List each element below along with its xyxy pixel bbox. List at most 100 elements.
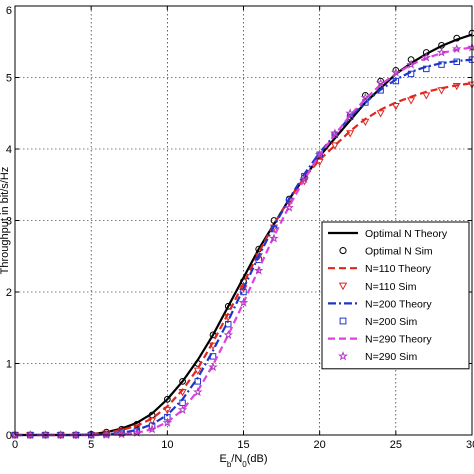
marker-star xyxy=(25,429,35,440)
legend-item: N=110 Theory xyxy=(328,263,432,275)
x-tick-label: 25 xyxy=(390,439,402,451)
x-axis-label-sub1: b xyxy=(227,460,232,469)
marker-star xyxy=(132,427,142,437)
marker-triangle xyxy=(254,253,263,261)
marker-star xyxy=(177,404,188,415)
marker-triangle xyxy=(148,417,157,425)
marker-star xyxy=(193,387,203,397)
marker-star xyxy=(162,417,173,427)
marker-star xyxy=(345,108,355,118)
marker-star xyxy=(284,202,294,212)
x-axis-label: Eb/N0(dB) xyxy=(219,453,267,469)
marker-triangle xyxy=(452,83,461,91)
marker-star xyxy=(208,362,218,372)
marker-star xyxy=(375,78,386,88)
series-line xyxy=(15,82,473,437)
marker-star xyxy=(338,350,348,361)
marker-star xyxy=(360,92,371,102)
marker-square xyxy=(423,65,430,73)
series-4 xyxy=(15,58,473,437)
marker-triangle xyxy=(315,158,324,167)
series-0 xyxy=(15,33,473,437)
x-axis-label-main: E xyxy=(219,453,226,465)
marker-triangle xyxy=(330,142,339,150)
marker-square xyxy=(225,320,232,328)
marker-star xyxy=(406,59,416,69)
marker-triangle xyxy=(178,389,187,397)
marker-star xyxy=(86,429,96,440)
marker-star xyxy=(269,233,279,243)
marker-star xyxy=(314,149,325,159)
marker-triangle xyxy=(391,103,400,111)
marker-triangle xyxy=(467,81,474,89)
series-line xyxy=(15,33,473,437)
legend-label: N=110 Sim xyxy=(365,281,417,293)
marker-square xyxy=(179,399,186,407)
x-tick-label: 10 xyxy=(161,439,173,451)
legend: Optimal N Theory Optimal N Sim N=110 Theor… xyxy=(321,221,470,370)
y-tick-label: 4 xyxy=(6,144,12,156)
legend-label: N=290 Sim xyxy=(365,351,417,363)
y-tick-label: 3 xyxy=(6,216,12,228)
legend-item: N=290 Sim xyxy=(338,350,417,363)
y-tick-label: 5 xyxy=(6,73,12,85)
marker-star xyxy=(55,430,66,440)
series-line xyxy=(15,58,473,437)
marker-triangle xyxy=(407,97,416,105)
marker-star xyxy=(421,52,432,62)
marker-triangle xyxy=(361,118,370,127)
marker-square xyxy=(453,58,460,65)
y-axis-label: Throughput in bit/s/Hz xyxy=(0,167,11,275)
legend-label: N=200 Theory xyxy=(365,298,432,310)
marker-star xyxy=(223,329,234,339)
marker-triangle xyxy=(338,282,348,291)
marker-square xyxy=(438,61,445,68)
marker-circle xyxy=(339,247,347,255)
marker-triangle xyxy=(193,367,202,375)
legend-label: Optimal N Theory xyxy=(365,228,448,240)
marker-square xyxy=(209,353,217,360)
x-tick-label: 5 xyxy=(88,439,94,451)
x-axis-label-sub2: 0 xyxy=(242,460,247,469)
legend-item: N=290 Theory xyxy=(328,334,432,346)
marker-star xyxy=(452,43,462,53)
marker-star xyxy=(238,297,249,307)
x-axis-label-tail: (dB) xyxy=(247,453,268,465)
marker-square xyxy=(331,131,339,138)
marker-square xyxy=(407,70,415,78)
x-tick-label: 20 xyxy=(314,439,326,451)
legend-item: Optimal N Sim xyxy=(339,246,433,258)
marker-star xyxy=(391,67,401,77)
x-axis-label-mid: /N xyxy=(231,453,242,465)
legend-item: N=200 Theory xyxy=(328,298,432,310)
legend-label: N=290 Theory xyxy=(365,334,432,346)
legend-item: Optimal N Theory xyxy=(328,228,448,240)
marker-circle xyxy=(377,77,384,85)
legend-label: N=110 Theory xyxy=(365,263,432,275)
legend-item: N=110 Sim xyxy=(338,281,417,293)
marker-square xyxy=(194,378,202,385)
marker-star xyxy=(40,429,51,440)
ticks: 0 5 10 15 20 25 30 0 1 2 3 4 5 6 xyxy=(6,5,474,451)
marker-star xyxy=(116,429,127,439)
marker-star xyxy=(299,174,310,184)
marker-star xyxy=(253,265,264,275)
marker-star xyxy=(10,430,20,440)
x-tick-label: 30 xyxy=(466,439,474,451)
y-tick-label: 1 xyxy=(6,359,12,371)
x-tick-label: 0 xyxy=(12,439,18,451)
y-tick-label: 2 xyxy=(6,287,12,299)
marker-square xyxy=(255,256,262,264)
marker-square xyxy=(339,317,347,325)
y-tick-label: 0 xyxy=(6,430,12,442)
legend-label: N=200 Sim xyxy=(365,316,417,328)
marker-triangle xyxy=(163,406,172,415)
marker-star xyxy=(147,424,157,434)
series-2 xyxy=(15,82,473,437)
marker-star xyxy=(436,47,447,57)
marker-circle xyxy=(163,395,171,403)
marker-circle xyxy=(179,377,186,385)
marker-star xyxy=(330,128,340,138)
marker-triangle xyxy=(376,110,385,118)
